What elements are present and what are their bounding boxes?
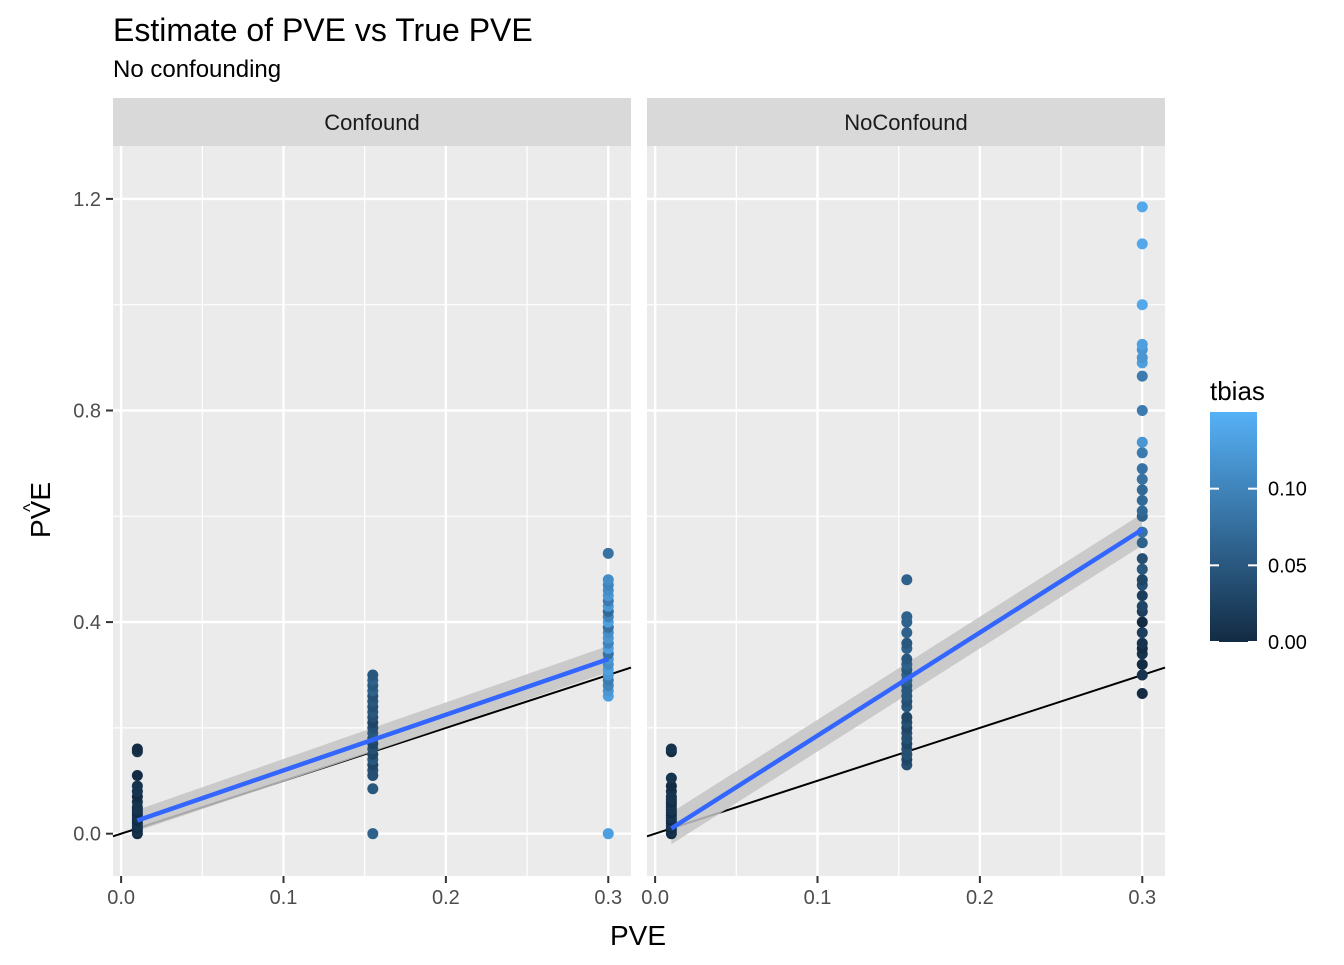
data-point (1136, 494, 1148, 506)
y-tick-label: 0.0 (73, 824, 101, 846)
facet-strip-noconfound (647, 98, 1165, 146)
data-point (1136, 637, 1148, 649)
data-point (602, 547, 614, 559)
x-tick-label: 0.0 (107, 887, 135, 909)
data-point (131, 743, 143, 755)
data-point (131, 769, 143, 781)
y-tick-label: 0.8 (73, 400, 101, 422)
facet-panel-confound: Confound 0.0 0.1 0.2 0.3 0.0 0.4 0.8 1.2 (73, 98, 632, 909)
y-tick-label: 1.2 (73, 189, 101, 211)
color-legend: tbias 0.00 0.05 0.10 (1210, 376, 1307, 654)
data-point (1136, 537, 1148, 549)
data-point (665, 743, 677, 755)
data-point (901, 627, 913, 639)
facet-strip-label-confound: Confound (324, 110, 419, 135)
data-point (1136, 627, 1148, 639)
data-point (1136, 436, 1148, 448)
legend-colorbar (1210, 412, 1257, 642)
legend-title: tbias (1210, 376, 1265, 406)
x-tick-label: 0.0 (641, 887, 669, 909)
data-point (1136, 600, 1148, 612)
y-tick-label: 0.4 (73, 612, 101, 634)
legend-tick-label: 0.00 (1268, 632, 1307, 654)
data-point (1136, 473, 1148, 485)
chart-subtitle: No confounding (113, 56, 281, 83)
data-point (1136, 658, 1148, 670)
data-point (1136, 669, 1148, 681)
facet-strip-confound (113, 98, 631, 146)
data-point (1136, 238, 1148, 250)
fit-line (670, 527, 1144, 831)
x-axis-title: PVE (610, 920, 666, 951)
data-point (901, 574, 913, 586)
data-point (1136, 616, 1148, 628)
chart-title: Estimate of PVE vs True PVE (113, 12, 533, 48)
data-point (367, 669, 379, 681)
data-point (602, 828, 614, 840)
data-point (1136, 463, 1148, 475)
data-point (1136, 299, 1148, 311)
data-point (1136, 404, 1148, 416)
data-point (1136, 505, 1148, 517)
y-axis-title-text: PVE (25, 482, 56, 538)
data-point (1136, 484, 1148, 496)
data-point (901, 611, 913, 623)
data-point (1136, 447, 1148, 459)
data-point (1136, 574, 1148, 586)
data-point (1136, 370, 1148, 382)
facet-panel-noconfound: NoConfound 0.0 0.1 0.2 0.3 (641, 98, 1166, 909)
data-point (901, 653, 913, 665)
y-axis-title-hat: ^ (20, 503, 40, 512)
x-tick-label: 0.1 (270, 887, 298, 909)
data-point (901, 637, 913, 649)
data-point (1136, 553, 1148, 565)
data-point (901, 711, 913, 723)
x-tick-label: 0.3 (594, 887, 622, 909)
data-point (665, 772, 677, 784)
data-point (367, 783, 379, 795)
data-point (665, 780, 677, 792)
x-tick-label: 0.3 (1128, 887, 1156, 909)
legend-tick-label: 0.05 (1268, 555, 1307, 577)
data-point (1136, 590, 1148, 602)
x-tick-label: 0.2 (432, 887, 460, 909)
fit-line (136, 656, 609, 823)
x-tick-label: 0.1 (804, 887, 832, 909)
y-axis-title: PVE ^ (20, 482, 56, 538)
data-point (1136, 352, 1148, 364)
data-point (1136, 201, 1148, 213)
data-point (1136, 563, 1148, 575)
data-point (367, 828, 379, 840)
x-tick-label: 0.2 (966, 887, 994, 909)
data-point (1136, 688, 1148, 699)
facet-strip-label-noconfound: NoConfound (844, 110, 968, 135)
legend-tick-label: 0.10 (1268, 479, 1307, 501)
data-point (131, 780, 143, 792)
data-point (602, 574, 614, 586)
data-point (1136, 338, 1148, 350)
